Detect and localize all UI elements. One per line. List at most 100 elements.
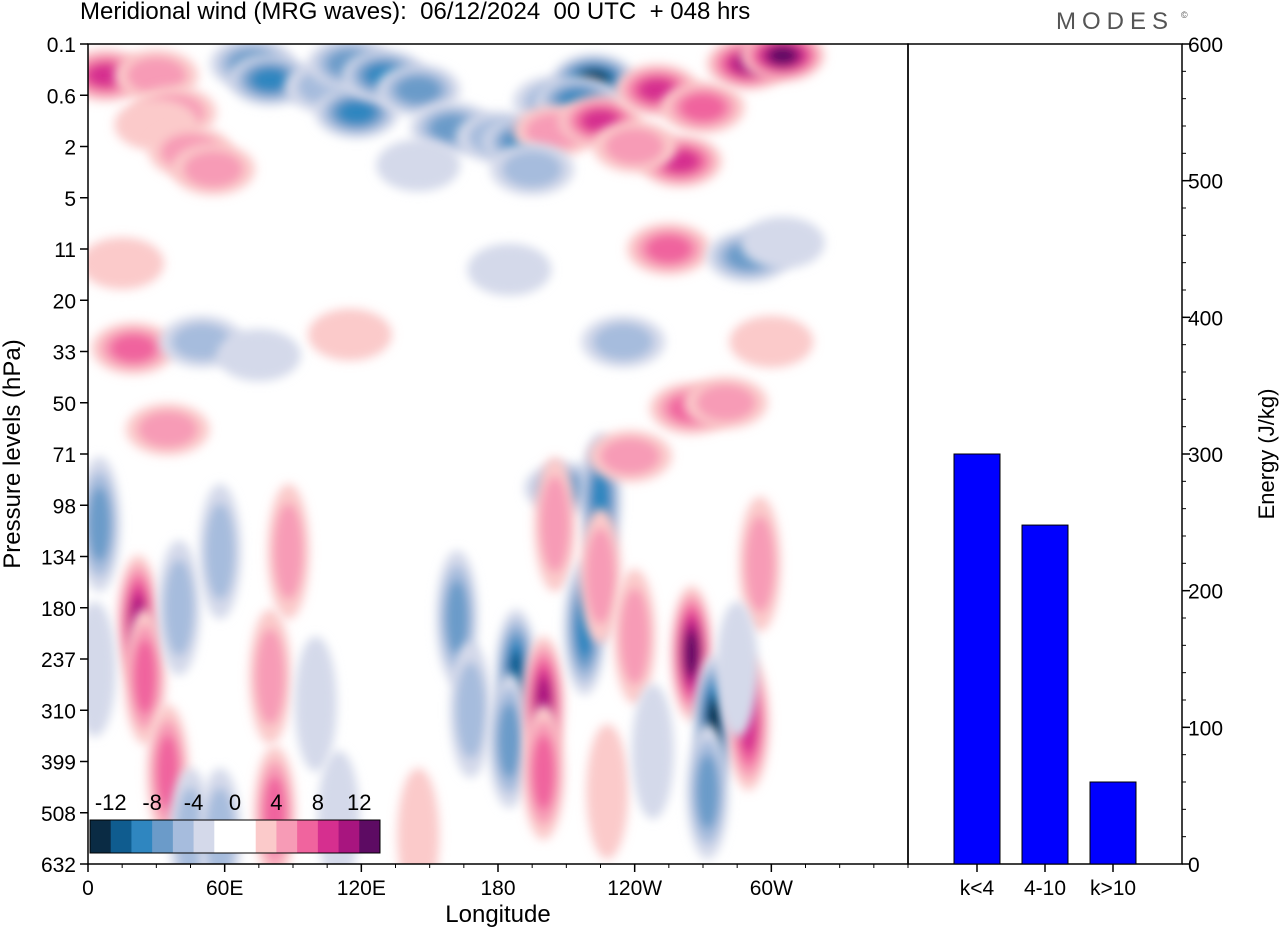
bar-y-tick-label: 400 (1188, 307, 1223, 330)
heatmap-cell (307, 308, 392, 361)
x-tick-label: 0 (82, 877, 94, 900)
heatmap-cell (249, 609, 292, 745)
bar-x-tick-label: k>10 (1090, 877, 1136, 900)
y-tick-label: 50 (53, 393, 76, 416)
colorbar-tick-label: 4 (270, 790, 282, 815)
bar-y-axis-label: Energy (J/kg) (1254, 389, 1279, 520)
heatmap-cell (588, 430, 673, 483)
heatmap-cell (314, 86, 399, 139)
heatmap-field (88, 44, 825, 864)
colorbar-tick-label: 8 (312, 790, 324, 815)
colorbar-tick-label: 0 (229, 790, 241, 815)
colorbar-swatch (359, 820, 381, 853)
colorbar-swatch (276, 820, 298, 853)
bar-y-tick-label: 0 (1188, 854, 1200, 877)
colorbar-swatch (214, 820, 236, 853)
heatmap-cell (123, 609, 166, 745)
colorbar-swatch (235, 820, 257, 853)
heatmap-cell (376, 64, 461, 117)
bar-x-tick-label: 4-10 (1024, 877, 1066, 900)
heatmap-cell (449, 642, 492, 778)
heatmap-cell (592, 120, 677, 173)
heatmap-cell (716, 601, 759, 737)
bar-y-tick-label: 500 (1188, 171, 1223, 194)
bar-y-tick-label: 600 (1188, 34, 1223, 57)
heatmap-cell (158, 540, 201, 676)
y-tick-label: 11 (54, 239, 76, 262)
heatmap-cell (686, 724, 729, 860)
colorbar-swatch (131, 820, 153, 853)
heatmap-cell (436, 550, 478, 686)
heatmap-cell (216, 329, 301, 382)
y-tick-label: 310 (41, 700, 76, 723)
heatmap-cell (488, 673, 531, 809)
chart-title: Meridional wind (MRG waves): 06/12/2024 … (80, 0, 751, 25)
heatmap-x-axis: 0 60E 120E 180 120W 60W (82, 864, 909, 900)
heatmap-cell (397, 768, 440, 864)
colorbar-swatch (110, 820, 132, 853)
colorbar-tick-label: -4 (184, 790, 204, 815)
bar-y-tick-label: 300 (1188, 444, 1223, 467)
y-tick-label: 5 (64, 188, 76, 211)
y-tick-label: 399 (41, 752, 76, 775)
energy-bar (1089, 781, 1137, 865)
y-tick-label: 20 (53, 290, 76, 313)
heatmap-cell (88, 237, 165, 290)
x-tick-label: 180 (480, 877, 515, 900)
y-tick-label: 98 (53, 495, 76, 518)
bar-chart-bars (953, 453, 1137, 865)
colorbar-tick-label: -8 (142, 790, 162, 815)
colorbar: -12 -8 -4 0 4 8 12 (89, 790, 381, 854)
heatmap-cell (199, 483, 242, 620)
heatmap-cell (579, 508, 622, 644)
heatmap-cell (586, 724, 629, 860)
x-tick-label: 120W (607, 877, 662, 900)
heatmap-cell (317, 750, 360, 864)
y-tick-label: 237 (41, 649, 76, 672)
heatmap-cell (91, 322, 176, 375)
bar-chart-x-axis: k<4 4-10 k>10 (960, 864, 1136, 900)
x-tick-label: 60E (206, 877, 243, 900)
colorbar-swatch (172, 820, 195, 853)
colorbar-swatch (255, 820, 277, 853)
y-tick-label: 0.1 (47, 34, 76, 57)
colorbar-tick-label: -12 (95, 790, 127, 815)
y-tick-label: 71 (53, 444, 76, 467)
heatmap-cell (376, 139, 461, 192)
energy-bar (953, 453, 1001, 865)
heatmap-cell (683, 376, 768, 429)
y-tick-label: 0.6 (47, 85, 76, 108)
heatmap-cell (661, 81, 745, 134)
colorbar-swatch (317, 820, 340, 853)
brand-logo: MODES (1056, 8, 1175, 35)
heatmap-cell (522, 704, 565, 840)
x-axis-label: Longitude (445, 901, 550, 928)
brand-mark: © (1181, 10, 1188, 20)
colorbar-tick-label: 12 (347, 790, 371, 815)
colorbar-swatch (193, 820, 215, 853)
colorbar-swatch (338, 820, 360, 853)
heatmap-y-axis: 0.1 0.6 2 5 11 20 33 50 71 98 134 180 237 310 399 508 63… (41, 34, 88, 877)
y-tick-label: 2 (64, 137, 76, 160)
bar-chart-y-axis: 0 100 200 300 400 500 600 (1182, 34, 1223, 877)
heatmap-cell (88, 601, 116, 737)
heatmap-cell (490, 143, 575, 196)
heatmap-cell (88, 456, 121, 592)
heatmap-cell (729, 315, 814, 368)
y-tick-label: 632 (41, 854, 76, 877)
heatmap-cell (125, 403, 210, 456)
heatmap-cell (631, 683, 674, 820)
heatmap-cell (740, 44, 825, 82)
heatmap-cell (171, 143, 256, 196)
bar-y-tick-label: 100 (1188, 717, 1223, 740)
heatmap-cell (533, 456, 576, 592)
colorbar-swatch (152, 820, 174, 853)
energy-bar (1021, 524, 1069, 865)
y-tick-label: 134 (41, 547, 76, 570)
heatmap-cell (613, 568, 656, 705)
heatmap-cell (581, 315, 666, 368)
heatmap-cell (267, 483, 310, 620)
heatmap-cell (626, 223, 711, 275)
y-tick-label: 508 (41, 803, 76, 826)
x-tick-label: 60W (750, 877, 793, 900)
